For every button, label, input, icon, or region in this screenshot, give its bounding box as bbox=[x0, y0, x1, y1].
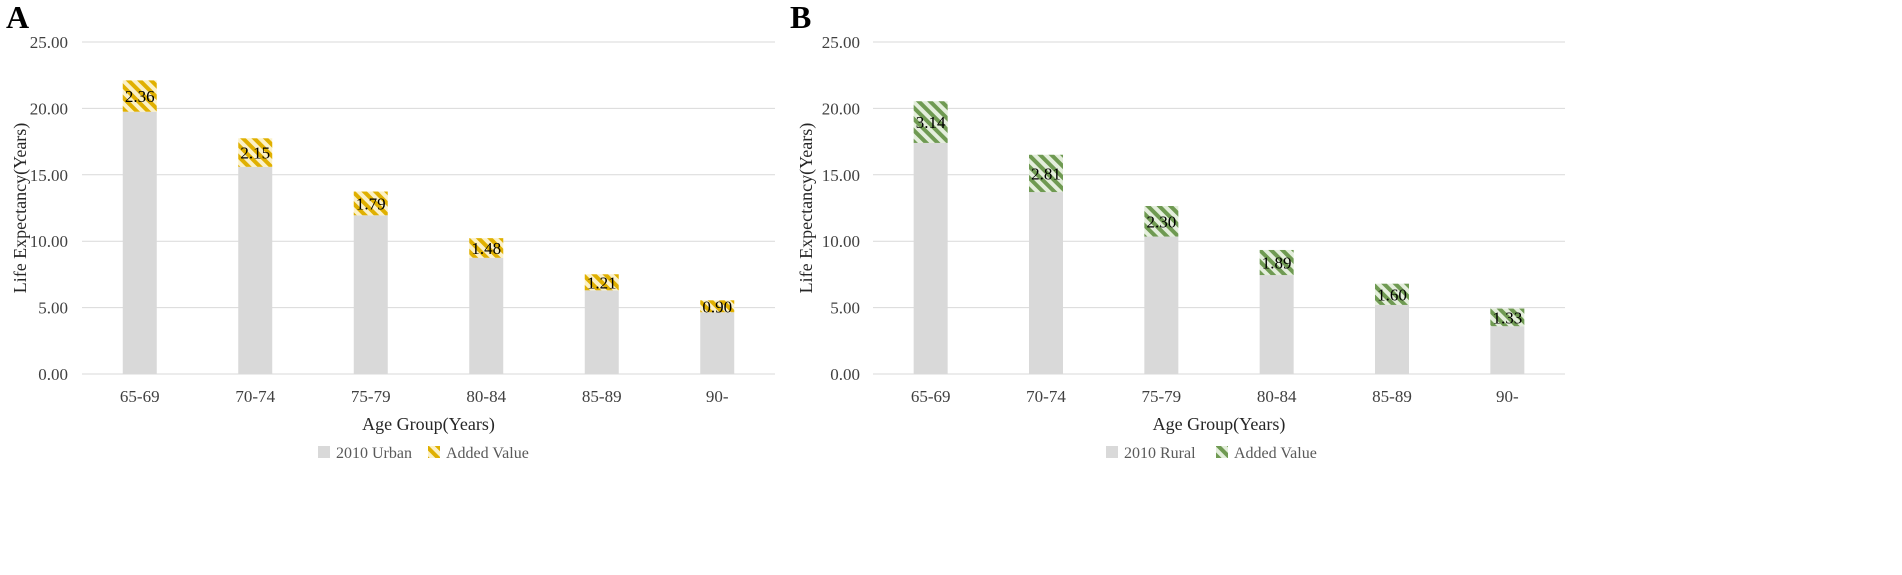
bar-base bbox=[353, 215, 388, 374]
y-tick-label: 25.00 bbox=[30, 33, 68, 52]
x-axis-title: Age Group(Years) bbox=[1153, 414, 1286, 435]
bar-added-value bbox=[584, 274, 619, 291]
x-tick-label: 80-84 bbox=[466, 387, 506, 406]
legend-label-added: Added Value bbox=[446, 445, 529, 462]
y-axis-title: Life Expectancy(Years) bbox=[796, 123, 817, 294]
data-label: 2.15 bbox=[240, 144, 270, 163]
bar-base bbox=[238, 166, 273, 374]
x-tick-label: 70-74 bbox=[1026, 387, 1066, 406]
bar-added-value bbox=[238, 138, 273, 167]
y-axis-title: Life Expectancy(Years) bbox=[10, 123, 31, 294]
bar-base bbox=[1259, 275, 1294, 374]
y-tick-label: 0.00 bbox=[830, 365, 860, 384]
x-axis-title: Age Group(Years) bbox=[362, 414, 495, 435]
data-label: 1.33 bbox=[1492, 308, 1522, 327]
x-tick-label: 75-79 bbox=[351, 387, 391, 406]
bar-base bbox=[1490, 326, 1525, 374]
x-tick-label: 90- bbox=[1496, 387, 1519, 406]
bar-base bbox=[469, 257, 504, 374]
data-label: 1.48 bbox=[471, 239, 501, 258]
bar-added-value bbox=[122, 80, 157, 112]
x-tick-label: 65-69 bbox=[120, 387, 160, 406]
bar-base bbox=[1029, 192, 1063, 374]
data-label: 3.14 bbox=[916, 113, 946, 132]
bar-base bbox=[584, 290, 619, 374]
bar-base bbox=[913, 142, 948, 374]
data-label: 2.36 bbox=[125, 87, 155, 106]
legend-label-base: 2010 Rural bbox=[1124, 445, 1196, 462]
data-label: 1.89 bbox=[1262, 254, 1292, 273]
bar-base bbox=[122, 111, 157, 374]
y-tick-label: 25.00 bbox=[822, 33, 860, 52]
y-tick-label: 5.00 bbox=[830, 299, 860, 318]
data-label: 1.21 bbox=[587, 273, 617, 292]
legend-label-added: Added Value bbox=[1234, 445, 1317, 462]
y-tick-label: 15.00 bbox=[822, 166, 860, 185]
bar-added-value bbox=[469, 238, 504, 258]
y-tick-label: 10.00 bbox=[822, 232, 860, 251]
x-tick-label: 70-74 bbox=[235, 387, 275, 406]
bar-base bbox=[1144, 236, 1179, 374]
data-label: 2.30 bbox=[1146, 212, 1176, 231]
chart-panel-a: A 0.00 5.00 10.00 15.00 20.00 25.00 Life Expect… bbox=[6, 0, 775, 462]
bar-added-value bbox=[1490, 308, 1525, 327]
legend-swatch-added bbox=[428, 446, 440, 458]
data-label: 0.90 bbox=[702, 297, 732, 316]
data-label: 2.81 bbox=[1031, 164, 1061, 183]
x-tick-label: 75-79 bbox=[1141, 387, 1181, 406]
y-tick-label: 20.00 bbox=[30, 99, 68, 118]
bar-added-value bbox=[353, 191, 388, 216]
bar-added-value bbox=[1029, 154, 1063, 193]
legend-swatch-base bbox=[318, 446, 330, 458]
bar-base bbox=[700, 312, 735, 374]
x-tick-label: 85-89 bbox=[582, 387, 622, 406]
bar-added-value bbox=[1375, 283, 1409, 305]
bar-added-value bbox=[1144, 206, 1179, 237]
chart-panel-b: B 0.00 5.00 10.00 15.00 20.00 25.00 Life Expect… bbox=[790, 0, 1565, 462]
bar-added-value bbox=[700, 300, 735, 313]
y-tick-label: 5.00 bbox=[38, 299, 68, 318]
y-tick-label: 10.00 bbox=[30, 232, 68, 251]
bar-added-value bbox=[1259, 249, 1294, 276]
panel-letter: B bbox=[790, 0, 811, 35]
bar-added-value bbox=[913, 101, 948, 143]
x-tick-label: 85-89 bbox=[1372, 387, 1412, 406]
legend-swatch-added bbox=[1216, 446, 1228, 458]
x-tick-label: 80-84 bbox=[1257, 387, 1297, 406]
y-tick-label: 20.00 bbox=[822, 99, 860, 118]
x-tick-label: 90- bbox=[706, 387, 729, 406]
x-tick-label: 65-69 bbox=[911, 387, 951, 406]
bar-base bbox=[1375, 304, 1409, 374]
y-tick-label: 0.00 bbox=[38, 365, 68, 384]
legend-swatch-base bbox=[1106, 446, 1118, 458]
y-tick-label: 15.00 bbox=[30, 166, 68, 185]
legend-label-base: 2010 Urban bbox=[336, 445, 412, 462]
data-label: 1.79 bbox=[356, 194, 386, 213]
panel-letter: A bbox=[6, 0, 29, 35]
data-label: 1.60 bbox=[1377, 285, 1407, 304]
